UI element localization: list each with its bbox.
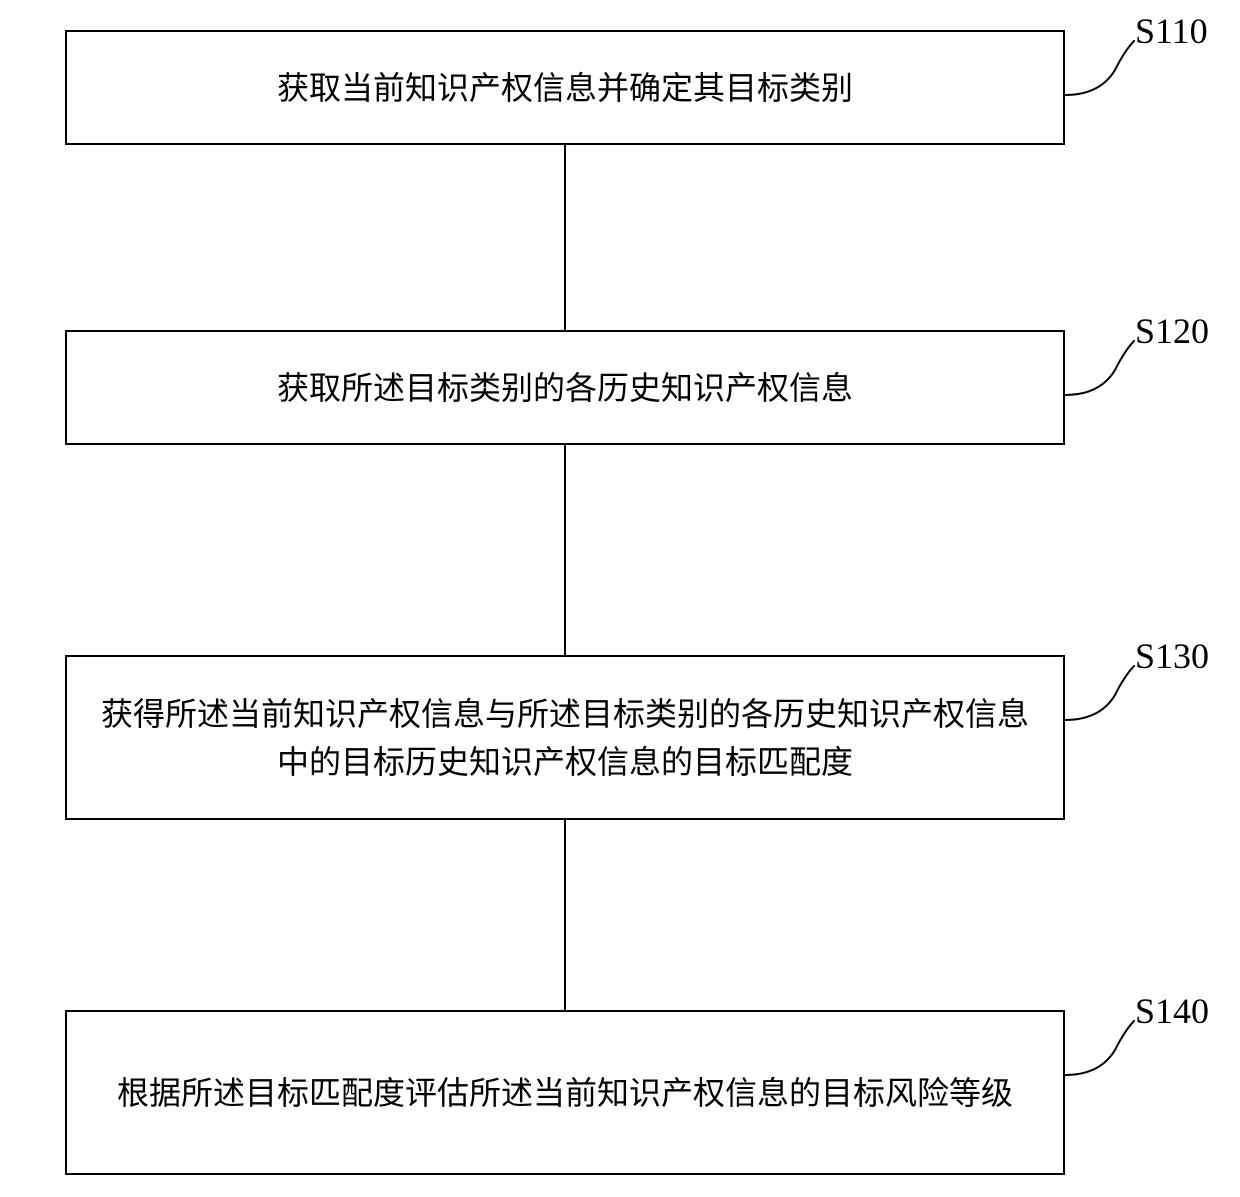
- label-connector-s140: [1065, 1020, 1135, 1080]
- step-label-s120: S120: [1135, 310, 1209, 352]
- label-connector-s110: [1065, 40, 1135, 100]
- step-box-s110: 获取当前知识产权信息并确定其目标类别: [65, 30, 1065, 145]
- connector-s110-s120: [564, 145, 566, 330]
- step-box-s140: 根据所述目标匹配度评估所述当前知识产权信息的目标风险等级: [65, 1010, 1065, 1175]
- step-text-s110: 获取当前知识产权信息并确定其目标类别: [277, 64, 853, 112]
- step-text-s120: 获取所述目标类别的各历史知识产权信息: [277, 364, 853, 412]
- step-label-s110: S110: [1135, 10, 1208, 52]
- step-box-s130: 获得所述当前知识产权信息与所述目标类别的各历史知识产权信息中的目标历史知识产权信…: [65, 655, 1065, 820]
- step-text-s130: 获得所述当前知识产权信息与所述目标类别的各历史知识产权信息中的目标历史知识产权信…: [97, 690, 1033, 786]
- label-connector-s130: [1065, 665, 1135, 725]
- step-box-s120: 获取所述目标类别的各历史知识产权信息: [65, 330, 1065, 445]
- connector-s130-s140: [564, 820, 566, 1010]
- step-label-s130: S130: [1135, 635, 1209, 677]
- label-connector-s120: [1065, 340, 1135, 400]
- step-text-s140: 根据所述目标匹配度评估所述当前知识产权信息的目标风险等级: [117, 1069, 1013, 1117]
- step-label-s140: S140: [1135, 990, 1209, 1032]
- flowchart-container: 获取当前知识产权信息并确定其目标类别 S110 获取所述目标类别的各历史知识产权…: [0, 0, 1240, 1197]
- connector-s120-s130: [564, 445, 566, 655]
